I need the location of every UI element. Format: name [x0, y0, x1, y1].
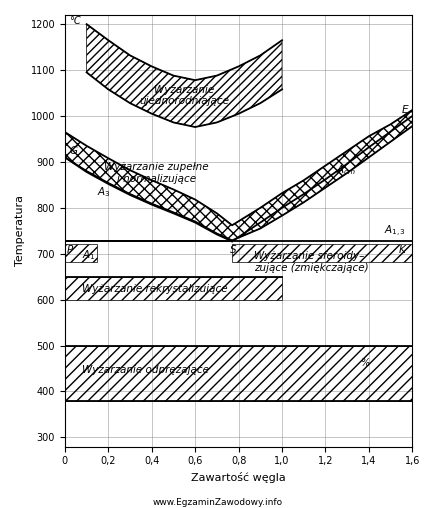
Text: G: G — [69, 146, 77, 156]
Text: Wyżarzanie zupełne
i normalizujące: Wyżarzanie zupełne i normalizujące — [104, 162, 208, 184]
Text: P: P — [67, 244, 73, 255]
Text: °C: °C — [69, 16, 81, 26]
Y-axis label: Temperatura: Temperatura — [15, 195, 25, 266]
Text: www.EgzaminZawodowy.info: www.EgzaminZawodowy.info — [152, 498, 282, 507]
Text: $A_{cm}$: $A_{cm}$ — [335, 163, 356, 177]
X-axis label: Zawartość węgla: Zawartość węgla — [191, 472, 285, 483]
Text: $A_1$: $A_1$ — [82, 248, 95, 262]
Text: S: S — [229, 244, 236, 255]
Text: %: % — [359, 358, 368, 368]
Text: Wyżarzanie odprężające: Wyżarzanie odprężające — [82, 365, 209, 375]
Text: Wyżarzanie sferoidy–
zujące (zmiękczające): Wyżarzanie sferoidy– zujące (zmiękczając… — [253, 251, 368, 273]
Text: Wyżarzanie rekrystalizujące: Wyżarzanie rekrystalizujące — [82, 283, 227, 294]
Text: $A_3$: $A_3$ — [97, 185, 111, 199]
Text: Wyżarzanie
ujednorodniające: Wyżarzanie ujednorodniające — [139, 84, 229, 106]
Text: K: K — [398, 244, 405, 255]
Text: $A_{1,3}$: $A_{1,3}$ — [383, 224, 405, 239]
Text: E: E — [401, 105, 407, 115]
